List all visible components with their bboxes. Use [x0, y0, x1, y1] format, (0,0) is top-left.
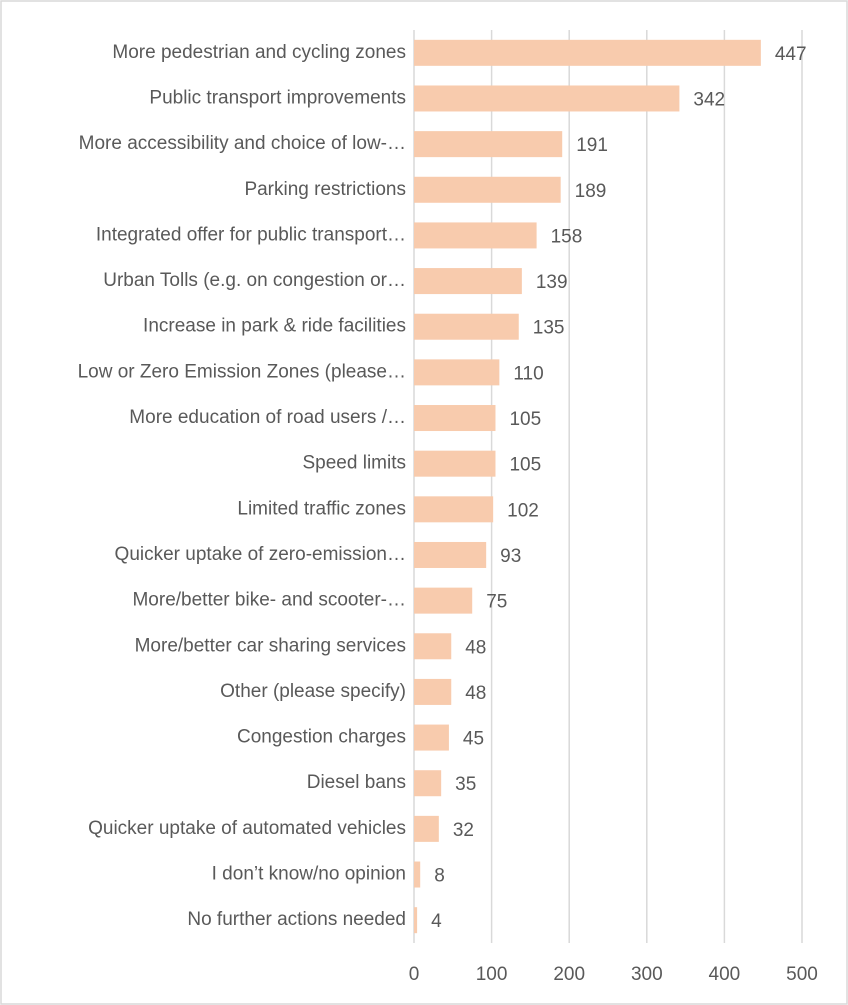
bar — [414, 815, 439, 842]
data-label: 45 — [463, 729, 484, 750]
y-tick-label: More education of road users /… — [129, 407, 406, 428]
y-tick-label: I don’t know/no opinion — [212, 864, 406, 885]
bar — [414, 268, 522, 295]
bar — [414, 907, 418, 934]
x-tick-label: 400 — [709, 964, 741, 985]
data-label: 191 — [576, 135, 608, 156]
data-label: 102 — [507, 500, 539, 521]
data-label: 93 — [500, 546, 521, 567]
y-tick-label: More/better bike- and scooter-… — [132, 590, 406, 611]
data-label: 158 — [551, 226, 583, 247]
y-tick-label: Congestion charges — [237, 727, 406, 748]
y-tick-label: Increase in park & ride facilities — [143, 316, 406, 337]
y-tick-label: Diesel bans — [307, 772, 406, 793]
x-tick-label: 200 — [553, 964, 585, 985]
bar — [414, 359, 500, 386]
y-tick-label: Low or Zero Emission Zones (please… — [78, 361, 406, 382]
data-label: 110 — [513, 363, 543, 384]
data-label: 75 — [486, 592, 507, 613]
y-tick-label: Parking restrictions — [244, 179, 406, 200]
bar — [414, 541, 487, 568]
y-tick-label: More/better car sharing services — [135, 635, 406, 656]
data-label: 32 — [453, 820, 474, 841]
data-label: 135 — [533, 318, 565, 339]
bar — [414, 405, 496, 432]
bar — [414, 450, 496, 477]
y-tick-label: Quicker uptake of zero-emission… — [115, 544, 406, 565]
bar — [414, 313, 519, 340]
x-tick-label: 300 — [631, 964, 663, 985]
bar — [414, 587, 473, 614]
x-tick-label: 0 — [409, 964, 420, 985]
x-tick-label: 500 — [786, 964, 818, 985]
y-tick-label: Speed limits — [303, 453, 407, 474]
bar — [414, 39, 761, 66]
data-label: 8 — [434, 866, 445, 887]
y-tick-label: Urban Tolls (e.g. on congestion or… — [103, 270, 406, 291]
data-label: 342 — [693, 89, 725, 110]
bar — [414, 85, 680, 112]
bar — [414, 222, 537, 249]
y-tick-label: Limited traffic zones — [237, 498, 406, 519]
bar — [414, 678, 452, 705]
y-tick-label: Public transport improvements — [149, 87, 406, 108]
bar — [414, 724, 449, 751]
bar — [414, 131, 563, 158]
data-label: 48 — [465, 637, 486, 658]
bar — [414, 176, 561, 203]
y-tick-label: No further actions needed — [187, 909, 406, 930]
bar — [414, 633, 452, 660]
bar — [414, 770, 442, 797]
data-label: 35 — [455, 774, 476, 795]
data-label: 48 — [465, 683, 486, 704]
data-label: 447 — [775, 44, 807, 65]
y-tick-label: More accessibility and choice of low-… — [79, 133, 406, 154]
y-tick-label: Quicker uptake of automated vehicles — [88, 818, 406, 839]
y-tick-label: Integrated offer for public transport… — [96, 224, 406, 245]
data-label: 189 — [575, 181, 607, 202]
x-tick-label: 100 — [476, 964, 508, 985]
data-label: 105 — [509, 409, 541, 430]
data-label: 105 — [509, 455, 541, 476]
y-tick-label: Other (please specify) — [220, 681, 406, 702]
bar — [414, 861, 421, 888]
data-label: 139 — [536, 272, 568, 293]
y-tick-label: More pedestrian and cycling zones — [112, 42, 406, 63]
data-label: 4 — [431, 911, 442, 932]
bar — [414, 496, 494, 523]
